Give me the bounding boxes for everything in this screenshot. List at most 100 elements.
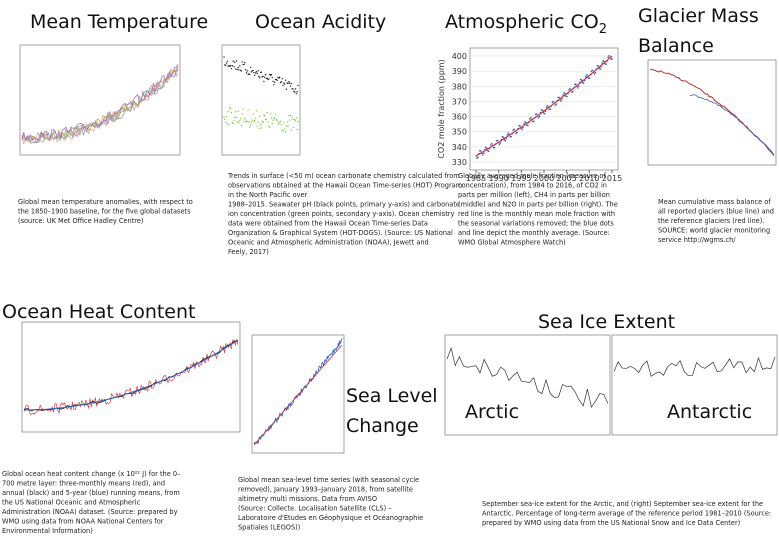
sketch-dot (576, 87, 579, 89)
caption-line: SOURCE: world glacier monitoring (658, 227, 770, 235)
sketch-dot (235, 60, 238, 62)
sketch-line (21, 67, 179, 145)
panel-title: Sea Ice Extent (538, 311, 675, 333)
sketch-dot (283, 82, 285, 84)
panel-title: Atmospheric CO2 (445, 11, 607, 37)
sketch-dot (223, 116, 225, 118)
sketch-dot (560, 100, 562, 102)
sketch-dot (569, 87, 571, 90)
sketch-dot (264, 115, 266, 117)
caption-line: removed), January 1993–January 2018, fro… (238, 486, 413, 494)
title-text: Atmospheric CO (445, 11, 599, 33)
sketch-dot (574, 83, 577, 85)
sketch-line (23, 339, 239, 411)
sketch-dot (605, 63, 607, 65)
sketch-dot (239, 119, 241, 122)
sketch-dot (504, 140, 507, 142)
sketch-dot (247, 109, 249, 111)
sketch-dot (484, 146, 487, 148)
sketch-dot (252, 69, 254, 72)
caption-line: 700 metre layer: three-monthly means (re… (2, 480, 165, 488)
sketch-dot (607, 56, 609, 58)
sketch-dot (563, 92, 565, 94)
sketch-dot (268, 125, 270, 127)
sketch-dot (489, 144, 492, 146)
sketch-dot (269, 126, 271, 129)
sketch-dot (238, 121, 240, 124)
chart-frame (611, 334, 778, 436)
sketch-dot (228, 123, 230, 126)
sketch-dot (236, 68, 239, 71)
sketch-dot (286, 121, 288, 123)
caption-line: Global mean sea-level time series (with … (238, 476, 419, 484)
caption-line: WMO using data from NOAA National Center… (2, 518, 164, 526)
sketch-dot (538, 115, 541, 118)
y-tick-label: 380 (452, 82, 467, 91)
sketch-dot (249, 126, 251, 128)
sketch-dot (524, 120, 526, 123)
sketch-dot (240, 70, 243, 72)
sketch-dot (296, 91, 298, 93)
sketch-dot (262, 121, 264, 124)
caption-line: the reference glaciers (red line). (658, 217, 764, 225)
sketch-dot (283, 121, 285, 124)
sketch-dot (507, 132, 510, 134)
sketch-dot (259, 77, 261, 79)
caption-line: annual (black) and 5-year (blue) running… (2, 489, 180, 497)
sketch-dot (232, 122, 234, 125)
y-tick-label: 340 (452, 143, 467, 152)
sketch-dot (496, 139, 499, 142)
sketch-dot (225, 62, 228, 64)
sketch-dot (229, 106, 231, 109)
sketch-line (21, 67, 179, 143)
chart-frame (19, 44, 181, 156)
sketch-dot (503, 139, 506, 141)
sketch-dot (249, 73, 251, 75)
panel-title: Mean Temperature (30, 11, 208, 33)
sketch-dot (271, 122, 273, 125)
panel-title: Ocean Acidity (255, 11, 386, 33)
sketch-dot (241, 61, 243, 63)
sketch-dot (608, 54, 610, 57)
sketch-dot (268, 78, 270, 80)
sketch-dot (250, 121, 253, 123)
sketch-dot (253, 71, 255, 74)
sketch-dot (239, 118, 242, 120)
sketch-dot (515, 132, 517, 135)
sketch-dot (237, 110, 239, 112)
y-tick-label: 330 (452, 158, 467, 167)
sketch-line (21, 69, 179, 142)
sketch-dot (585, 74, 588, 76)
caption-line: Administration (NOAA) dataset. (Source: … (2, 508, 178, 516)
sketch-dot (266, 77, 268, 80)
sketch-dot (226, 60, 229, 63)
sketch-dot (225, 116, 228, 118)
caption-line: in the North Pacific over (228, 191, 308, 199)
caption-line: (middle) and N2O in parts per billion (r… (458, 201, 618, 209)
chart-frame (221, 44, 301, 156)
sketch-dot (293, 118, 296, 121)
sketch-dot (255, 110, 258, 112)
sketch-dot (231, 121, 234, 124)
sketch-dot (499, 142, 502, 144)
caption-line: Trends in surface (<50 m) ocean carbonat… (227, 172, 460, 180)
sketch-dot (577, 85, 580, 87)
sketch-dot (545, 106, 548, 109)
sketch-dot (516, 131, 518, 134)
caption-line: observations obtained at the Hawaii Ocea… (228, 182, 462, 190)
sketch-dot (582, 82, 585, 84)
sketch-dot (493, 146, 496, 149)
sketch-dot (272, 80, 274, 83)
sketch-dot (477, 156, 479, 159)
chart-frame (444, 334, 611, 436)
caption-line: red line is the monthly mean mole fracti… (458, 210, 615, 218)
sketch-line (23, 338, 239, 416)
x-tick-label: 1985 (466, 174, 486, 183)
chart-frame (469, 47, 619, 171)
sketch-line (446, 346, 609, 408)
sketch-dot (292, 88, 294, 90)
sketch-dot (537, 117, 540, 119)
sketch-dot (290, 129, 293, 131)
sketch-dot (261, 120, 263, 123)
sketch-line (253, 344, 343, 446)
